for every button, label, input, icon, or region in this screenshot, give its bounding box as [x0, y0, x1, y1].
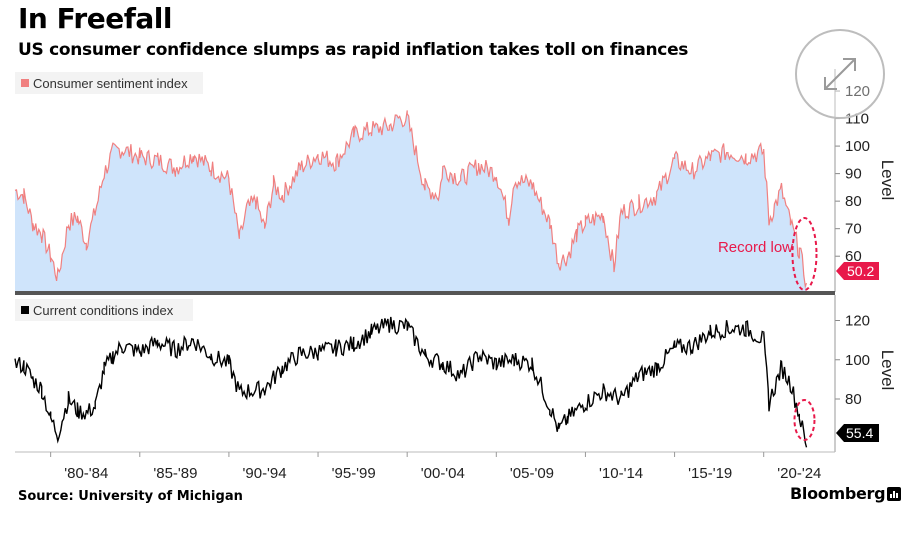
sentiment-legend-swatch	[21, 79, 29, 87]
conditions-legend-label: Current conditions index	[33, 303, 174, 318]
brand-logo: Bloomberg	[790, 484, 886, 503]
record-low-annotation: Record low	[718, 239, 793, 256]
x-tick-label: '15-'19	[688, 465, 732, 482]
sentiment-line	[14, 110, 808, 289]
conditions-low-highlight	[793, 399, 816, 441]
bottom-y-axis: 80 100 120	[835, 313, 870, 408]
svg-text:50.2: 50.2	[847, 263, 874, 279]
x-tick-label: '80-'84	[64, 465, 108, 482]
conditions-line	[14, 316, 808, 448]
conditions-legend-swatch	[21, 306, 29, 314]
top-y-tick-label: 70	[845, 221, 862, 238]
brand-icon	[887, 487, 901, 501]
x-tick-label: '90-'94	[243, 465, 287, 482]
top-legend: Consumer sentiment index	[15, 72, 203, 94]
x-tick-label: '20-'24	[777, 465, 821, 482]
expand-icon	[824, 58, 856, 90]
top-y-tick-label: 90	[845, 166, 862, 183]
expand-button[interactable]	[795, 29, 885, 119]
conditions-value-tag: 55.4	[836, 424, 879, 442]
x-tick-label: '85-'89	[153, 465, 197, 482]
x-tick-label: '10-'14	[599, 465, 643, 482]
bottom-y-tick-label: 120	[845, 313, 870, 330]
x-tick-label: '95-'99	[332, 465, 376, 482]
chart-title: In Freefall	[18, 2, 173, 35]
top-y-axis-label: Level	[878, 160, 897, 201]
sentiment-legend-label: Consumer sentiment index	[33, 76, 188, 91]
source-note: Source: University of Michigan	[18, 489, 243, 504]
x-tick-label: '05-'09	[510, 465, 554, 482]
top-y-tick-label: 80	[845, 193, 862, 210]
top-y-tick-label: 100	[845, 138, 870, 155]
bottom-legend: Current conditions index	[15, 299, 193, 321]
panel-divider	[15, 291, 835, 295]
x-tick-label: '00-'04	[421, 465, 465, 482]
chart-subtitle: US consumer confidence slumps as rapid i…	[18, 40, 689, 60]
record-low-highlight	[791, 217, 818, 291]
bottom-y-tick-label: 100	[845, 352, 870, 369]
bottom-y-tick-label: 80	[845, 391, 862, 408]
bottom-y-axis-label: Level	[878, 350, 897, 391]
svg-text:55.4: 55.4	[846, 425, 873, 441]
top-y-tick-label: 60	[845, 248, 862, 265]
sentiment-value-tag: 50.2	[836, 262, 879, 280]
x-axis: '80-'84 '85-'89 '90-'94 '95-'99 '00-'04 '05-'…	[50, 452, 821, 482]
